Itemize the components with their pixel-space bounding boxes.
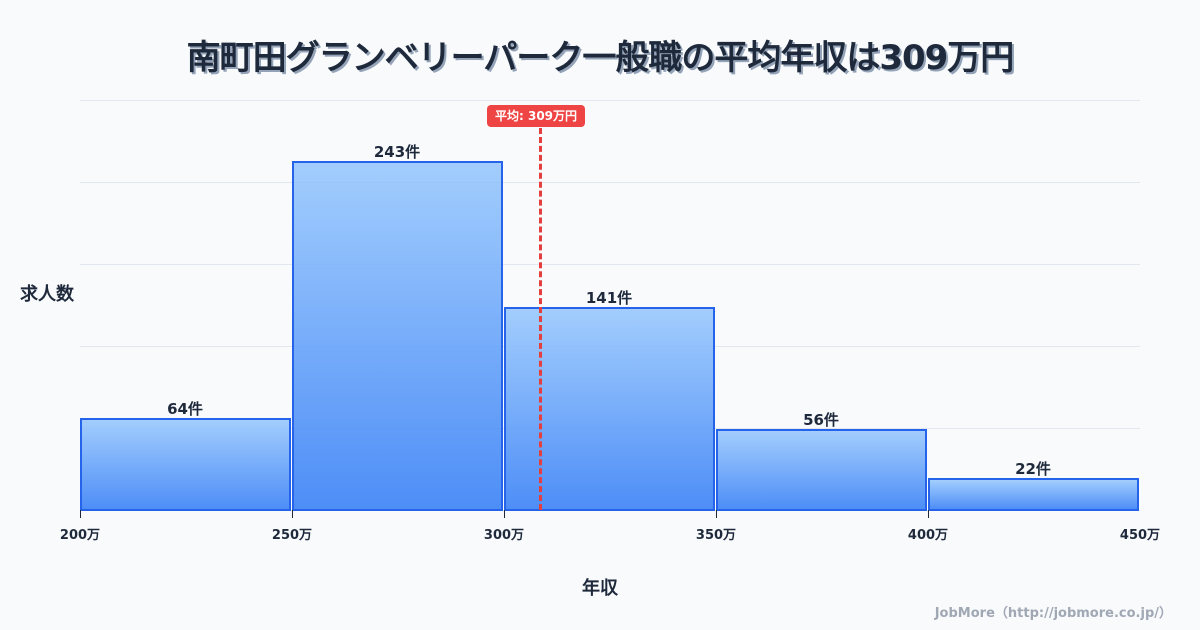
x-tick <box>716 510 717 518</box>
gridline <box>80 264 1140 265</box>
x-tick <box>80 510 81 518</box>
chart-title: 南町田グランベリーパーク一般職の平均年収は309万円 <box>186 38 1015 78</box>
x-axis-label: 年収 <box>582 578 618 599</box>
y-axis-label: 求人数 <box>20 284 74 305</box>
x-tick <box>292 510 293 518</box>
gridline <box>80 100 1140 101</box>
x-tick <box>928 510 929 518</box>
gridline <box>80 182 1140 183</box>
histogram-bar <box>928 478 1139 511</box>
x-tick-label: 300万 <box>483 528 525 543</box>
x-tick-label: 350万 <box>695 528 737 543</box>
histogram-bar <box>716 429 927 511</box>
bar-value-label: 22件 <box>1015 460 1051 478</box>
x-tick-label: 450万 <box>1119 528 1161 543</box>
histogram-bar <box>292 161 503 511</box>
histogram-bar <box>80 418 291 511</box>
mean-badge: 平均: 309万円 <box>487 105 586 127</box>
bar-value-label: 56件 <box>803 411 839 429</box>
x-tick-label: 400万 <box>907 528 949 543</box>
x-tick-label: 250万 <box>271 528 313 543</box>
source-credit: JobMore（http://jobmore.co.jp/） <box>934 606 1172 621</box>
bar-value-label: 141件 <box>585 289 633 307</box>
mean-dashed-line <box>539 128 542 510</box>
bar-value-label: 243件 <box>373 143 421 161</box>
x-tick-label: 200万 <box>59 528 101 543</box>
bar-value-label: 64件 <box>167 400 203 418</box>
x-tick <box>504 510 505 518</box>
histogram-bar <box>504 307 715 511</box>
